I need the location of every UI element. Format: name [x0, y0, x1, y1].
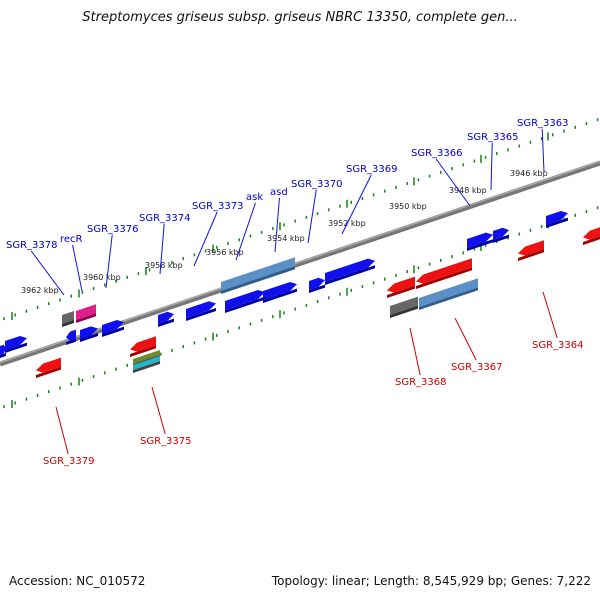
forward-gene-label: recR: [60, 234, 83, 292]
svg-text:SGR_3375: SGR_3375: [140, 436, 192, 447]
svg-text:SGR_3376: SGR_3376: [87, 224, 139, 235]
gene-sgr-3372: [225, 289, 265, 313]
gene-sgr-3373: [186, 301, 216, 321]
genome-backbone: [0, 160, 600, 367]
reverse-gene-label: SGR_3364: [532, 291, 584, 351]
svg-text:asd: asd: [270, 187, 288, 198]
gene-sgr-3369: [325, 258, 375, 285]
forward-gene-label: SGR_3366: [411, 148, 471, 207]
ruler-label: 3960 kbp: [83, 273, 121, 282]
svg-text:SGR_3364: SGR_3364: [532, 340, 584, 351]
ruler-label: 3950 kbp: [389, 202, 427, 211]
svg-text:SGR_3379: SGR_3379: [43, 456, 95, 467]
svg-text:SGR_3370: SGR_3370: [291, 179, 343, 190]
genome-title: Streptomyces griseus subsp. griseus NBRC…: [82, 10, 518, 25]
svg-text:SGR_3366: SGR_3366: [411, 148, 463, 159]
svg-text:SGR_3363: SGR_3363: [517, 118, 569, 129]
gene-sgr-3367b: [419, 278, 478, 310]
lower-tick-track: [3, 206, 599, 409]
gene-sgr-3374: [158, 311, 174, 327]
gene-sgr-3367: [416, 258, 472, 289]
forward-gene-label: SGR_3365: [467, 132, 519, 191]
gene-sgr-3366: [467, 232, 493, 251]
svg-text:SGR_3374: SGR_3374: [139, 213, 191, 224]
forward-gene-label: ask: [235, 192, 263, 261]
gene-sgr-3379: [36, 357, 61, 378]
gene-sgr-3368b: [390, 296, 418, 318]
forward-gene-label: SGR_3363: [517, 118, 569, 173]
gene-sgr-3363: [546, 210, 568, 228]
svg-text:recR: recR: [60, 234, 83, 245]
ruler-label: 3958 kbp: [145, 261, 183, 270]
svg-text:SGR_3373: SGR_3373: [192, 201, 244, 212]
svg-text:SGR_3368: SGR_3368: [395, 377, 447, 388]
gene-sgr-3380: [5, 335, 27, 353]
ruler-label: 3962 kbp: [21, 286, 59, 295]
forward-gene-label: SGR_3373: [192, 201, 244, 267]
forward-gene-label: SGR_3378: [6, 240, 65, 296]
svg-text:SGR_3367: SGR_3367: [451, 362, 503, 373]
ruler-label: 3956 kbp: [206, 248, 244, 257]
upper-tick-track: [3, 118, 599, 321]
reverse-gene-label: SGR_3367: [451, 317, 503, 373]
ruler-label: 3954 kbp: [267, 234, 305, 243]
forward-gene-label: asd: [270, 187, 288, 253]
topology-label: Topology: linear; Length: 8,545,929 bp; …: [271, 574, 591, 588]
gene-sgr-3376: [102, 319, 124, 337]
reverse-gene-label: SGR_3379: [43, 406, 95, 467]
reverse-gene-label: SGR_3375: [140, 386, 192, 447]
gene-sgr-3371: [263, 281, 297, 303]
forward-gene-label: SGR_3374: [139, 213, 191, 275]
forward-gene-label: SGR_3370: [291, 179, 343, 244]
svg-text:SGR_3369: SGR_3369: [346, 164, 398, 175]
gene-sgr-3370: [309, 277, 325, 293]
gene-sgr-3378-grey: [62, 310, 74, 327]
accession-label: Accession: NC_010572: [9, 574, 146, 588]
gene-recR: [66, 329, 76, 345]
gene-sgr-3368: [387, 276, 415, 298]
gene-asd-ask: [221, 257, 295, 294]
ruler-label: 3948 kbp: [449, 186, 487, 195]
gene-edge-right: [583, 227, 600, 245]
gene-sgr-3365: [493, 227, 509, 243]
forward-gene-label: SGR_3376: [87, 224, 139, 289]
ruler-label: 3946 kbp: [510, 169, 548, 178]
forward-gene-label: SGR_3369: [341, 164, 398, 235]
gene-sgr-3378-pink: [76, 304, 96, 323]
gene-sgr-3375: [130, 336, 156, 357]
svg-text:ask: ask: [246, 192, 263, 203]
svg-text:SGR_3365: SGR_3365: [467, 132, 519, 143]
gene-sgr-3375-cyan: [133, 355, 160, 373]
gene-edge: [0, 344, 6, 358]
gene-sgr-3364: [518, 240, 544, 261]
gene-sgr-3377: [80, 326, 98, 342]
svg-text:SGR_3378: SGR_3378: [6, 240, 58, 251]
reverse-gene-label: SGR_3368: [395, 327, 447, 388]
